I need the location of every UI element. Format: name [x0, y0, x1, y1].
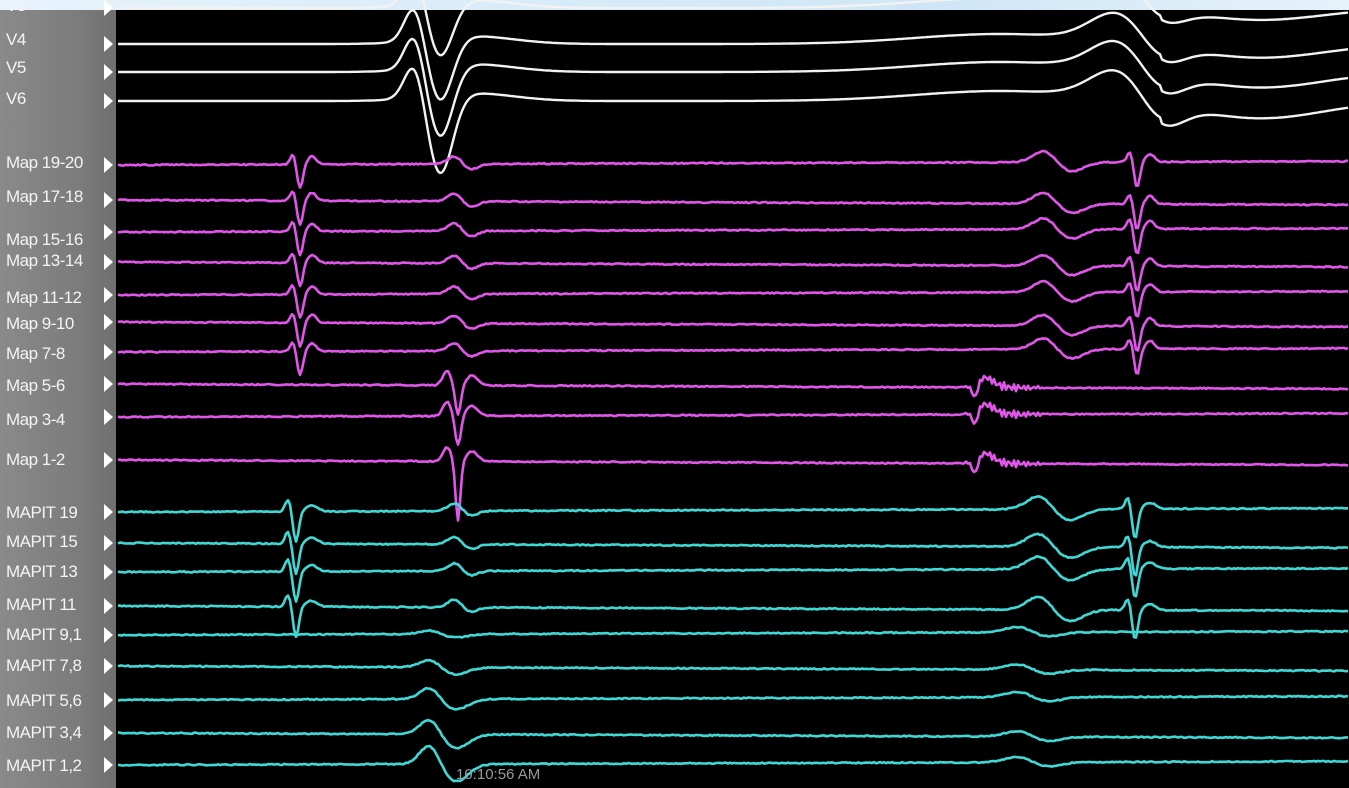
- channel-marker-icon[interactable]: [104, 725, 113, 741]
- channel-label: V5: [6, 58, 26, 77]
- trace-map: [117, 400, 1349, 446]
- trace-map: [117, 369, 1349, 416]
- channel-label: MAPIT 11: [6, 595, 77, 614]
- channel-marker-icon[interactable]: [104, 314, 113, 330]
- trace-mapit: [117, 658, 1349, 676]
- trace-mapit: [117, 686, 1348, 711]
- trace-map: [117, 190, 1349, 230]
- trace-surface: [118, 9, 1349, 101]
- trace-mapit: [117, 594, 1349, 639]
- channel-label: MAPIT 19: [6, 503, 78, 522]
- trace-map: [118, 252, 1349, 292]
- timestamp: 10:10:56 AM: [456, 766, 541, 783]
- channel-marker-icon[interactable]: [104, 93, 113, 109]
- channel-label: Map 11-12: [6, 288, 82, 307]
- channel-marker-icon[interactable]: [104, 409, 113, 425]
- channel-label: MAPIT 3,4: [6, 723, 82, 742]
- channel-marker-icon[interactable]: [104, 598, 113, 614]
- channel-marker-icon[interactable]: [104, 564, 113, 580]
- trace-map: [117, 279, 1349, 319]
- trace-mapit: [118, 495, 1348, 543]
- channel-label: Map 1-2: [6, 450, 65, 469]
- channel-label: Map 5-6: [6, 376, 65, 395]
- trace-map: [117, 216, 1349, 257]
- trace-mapit: [117, 744, 1349, 783]
- trace-map: [117, 149, 1349, 189]
- channel-label: Map 9-10: [6, 314, 74, 333]
- channel-marker-icon[interactable]: [104, 692, 113, 708]
- channel-label: MAPIT 5,6: [6, 691, 82, 710]
- channel-marker-icon[interactable]: [104, 504, 113, 520]
- screen-glare: [0, 0, 1349, 10]
- channel-marker-icon[interactable]: [104, 224, 113, 240]
- channel-label: Map 13-14: [6, 251, 83, 270]
- channel-marker-icon[interactable]: [104, 376, 113, 392]
- channel-label: V6: [6, 89, 26, 108]
- channel-marker-icon[interactable]: [104, 627, 113, 643]
- channel-marker-icon[interactable]: [104, 64, 113, 80]
- channel-label: Map 17-18: [6, 187, 83, 206]
- channel-label: MAPIT 9,1: [6, 625, 82, 644]
- trace-surface: [118, 0, 1349, 57]
- channel-label: Map 19-20: [6, 153, 83, 172]
- channel-label: MAPIT 13: [6, 562, 78, 581]
- channel-label: MAPIT 1,2: [6, 756, 82, 775]
- trace-map: [117, 446, 1349, 522]
- channel-marker-icon[interactable]: [104, 535, 113, 551]
- channel-label: Map 7-8: [6, 344, 65, 363]
- trace-mapit: [117, 555, 1349, 603]
- channel-marker-icon[interactable]: [104, 254, 113, 270]
- trace-mapit: [118, 718, 1349, 750]
- channel-marker-icon[interactable]: [104, 192, 113, 208]
- channel-label: V4: [6, 30, 26, 49]
- channel-label-panel: [0, 10, 116, 788]
- trace-map: [117, 337, 1349, 377]
- channel-marker-icon[interactable]: [104, 0, 113, 16]
- trace-surface: [118, 67, 1349, 175]
- channel-marker-icon[interactable]: [104, 287, 113, 303]
- channel-marker-icon[interactable]: [104, 157, 113, 173]
- channel-marker-icon[interactable]: [104, 757, 113, 773]
- channel-label: V3: [6, 0, 26, 15]
- trace-mapit: [117, 530, 1349, 577]
- channel-marker-icon[interactable]: [104, 452, 113, 468]
- channel-label: Map 3-4: [6, 410, 65, 429]
- trace-map: [117, 313, 1349, 352]
- channel-marker-icon[interactable]: [104, 36, 113, 52]
- trace-mapit: [117, 625, 1349, 639]
- trace-surface: [118, 37, 1349, 137]
- channel-marker-icon[interactable]: [104, 658, 113, 674]
- channel-label: Map 15-16: [6, 230, 83, 249]
- channel-marker-icon[interactable]: [104, 344, 113, 360]
- channel-label: MAPIT 7,8: [6, 656, 82, 675]
- channel-label: MAPIT 15: [6, 532, 78, 551]
